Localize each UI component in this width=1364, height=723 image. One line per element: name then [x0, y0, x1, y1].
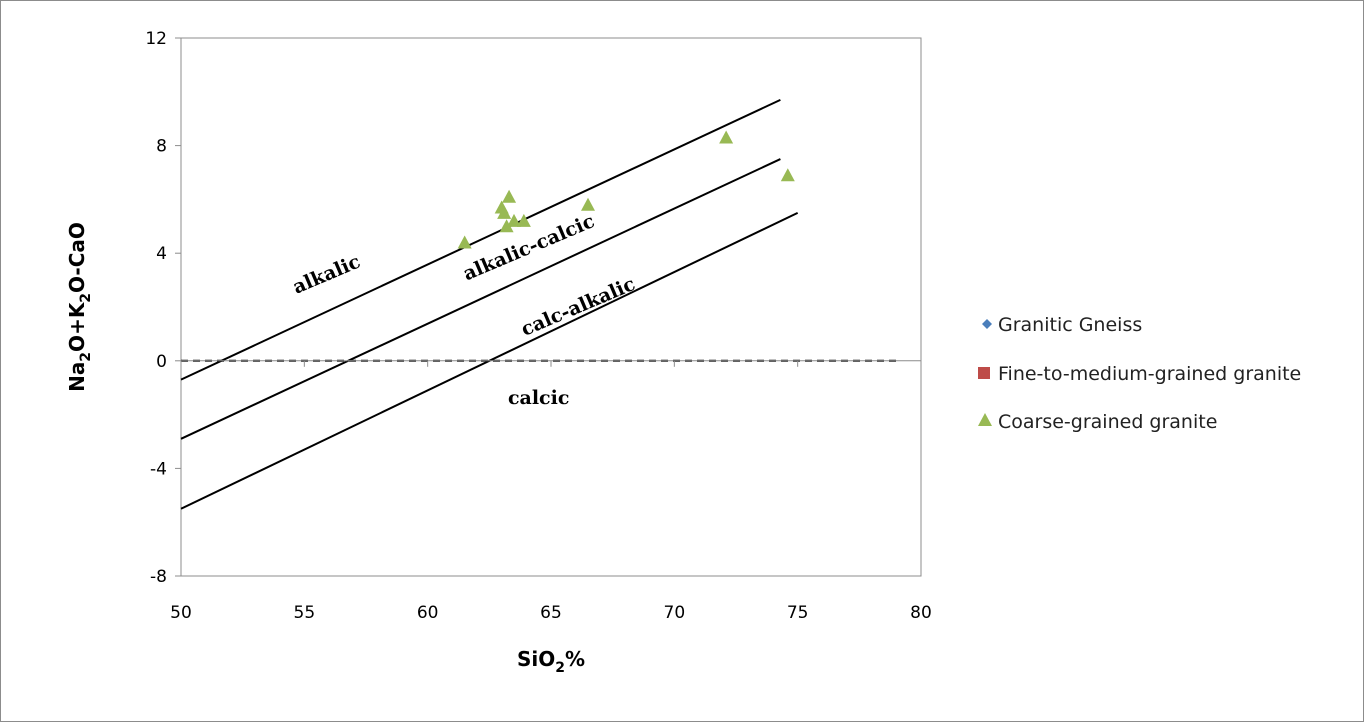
legend-label-coarse-grained-granite: Coarse-grained granite [998, 411, 1217, 433]
y-axis-title-part-1: Na [65, 362, 89, 392]
x-tick-label: 80 [910, 603, 932, 623]
y-tick-label: -8 [150, 567, 167, 587]
y-axis-title: Na2O+K2O-CaO [65, 222, 94, 392]
data-point-triangle [516, 213, 531, 227]
data-point-triangle [497, 205, 512, 219]
boundary-line-alkalic-upper [180, 98, 781, 381]
x-axis-title-main: SiO [517, 647, 555, 671]
y-tick-label: 0 [156, 352, 167, 372]
legend-label-granitic-gneiss: Granitic Gneiss [998, 314, 1142, 336]
legend-marker-diamond-icon [982, 319, 992, 329]
data-point-triangle [507, 213, 521, 227]
data-point-triangle [581, 197, 595, 211]
y-axis-title-sub-2: 2 [78, 293, 94, 303]
y-tick-label: -4 [150, 459, 167, 479]
data-point-triangle [780, 168, 795, 182]
x-tick-label: 75 [787, 603, 809, 623]
data-point-triangle [719, 130, 734, 144]
x-tick-label: 55 [294, 603, 316, 623]
x-tick-label: 50 [170, 603, 192, 623]
x-tick-label: 60 [417, 603, 439, 623]
legend-item-granitic-gneiss: Granitic Gneiss [982, 314, 1142, 336]
y-tick-label: 8 [156, 137, 167, 157]
data-point-triangle [499, 219, 514, 233]
x-axis-title-sub: 2 [555, 660, 565, 676]
legend-item-coarse-grained-granite: Coarse-grained granite [978, 411, 1217, 433]
data-point-triangle [502, 189, 517, 203]
y-axis-title-part-2: O+K [65, 301, 89, 352]
x-axis-title: SiO2% [517, 647, 585, 676]
legend-marker-triangle-icon [978, 413, 992, 426]
legend-label-fine-to-medium-grained-granite: Fine-to-medium-grained granite [998, 363, 1301, 385]
y-axis-title-sub-1: 2 [78, 352, 94, 362]
legend-item-fine-to-medium-grained-granite: Fine-to-medium-grained granite [978, 363, 1301, 385]
x-tick-label: 70 [664, 603, 686, 623]
data-point-triangle [457, 235, 472, 249]
x-tick-label: 65 [540, 603, 562, 623]
boundary-line-alkalic-calcic-upper [180, 158, 781, 440]
legend: Granitic Gneiss Fine-to-medium-grained g… [978, 314, 1301, 433]
y-axis-title-part-3: O-CaO [65, 222, 89, 293]
x-axis-title-suffix: % [565, 647, 585, 671]
y-tick-label: 4 [156, 244, 167, 264]
plot-area [180, 37, 922, 577]
legend-marker-square-icon [978, 367, 990, 379]
region-label-calcic: calcic [508, 387, 569, 409]
y-tick-label: 12 [145, 29, 167, 49]
